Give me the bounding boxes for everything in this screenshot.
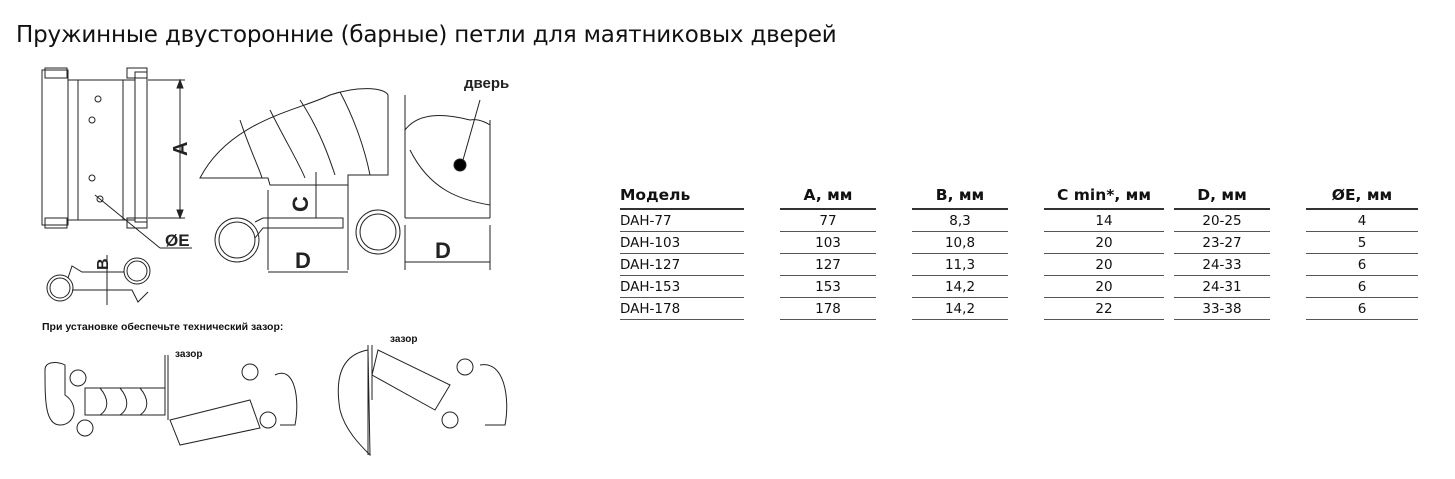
gap-note: При установке обеспечьте технический заз… <box>42 321 283 333</box>
table-cell: 127 <box>780 254 876 276</box>
column-header-a: A, мм <box>780 186 876 210</box>
table-cell: 11,3 <box>912 254 1008 276</box>
dimension-d2-label: D <box>435 238 451 263</box>
table-cell: DAH-153 <box>620 276 744 298</box>
dimension-b-label: B <box>95 258 112 270</box>
table-cell: DAH-77 <box>620 210 744 232</box>
table-cell: 103 <box>780 232 876 254</box>
page-title: Пружинные двусторонние (барные) петли дл… <box>16 22 837 48</box>
table-cell: 14 <box>1044 210 1164 232</box>
gap-diagram-left: зазор <box>44 349 298 446</box>
table-header-row: Модель A, мм B, мм C min*, мм D, мм ØE, … <box>620 186 1418 210</box>
table-cell: 20 <box>1044 254 1164 276</box>
table-row: DAH-77 77 8,3 14 20-25 4 <box>620 210 1418 232</box>
table-cell: 20 <box>1044 232 1164 254</box>
table-cell: DAH-178 <box>620 298 744 320</box>
gap-label-left: зазор <box>175 349 202 360</box>
column-header-d: D, мм <box>1174 186 1270 210</box>
table-cell: 20-25 <box>1174 210 1270 232</box>
table-cell: 6 <box>1306 276 1418 298</box>
column-header-b: B, мм <box>912 186 1008 210</box>
table-cell: 6 <box>1306 298 1418 320</box>
dimension-d-label: D <box>295 248 311 273</box>
table-cell: 153 <box>780 276 876 298</box>
table-cell: 20 <box>1044 276 1164 298</box>
table-cell: 8,3 <box>912 210 1008 232</box>
table-cell: DAH-127 <box>620 254 744 276</box>
table-cell: 4 <box>1306 210 1418 232</box>
table-cell: 24-31 <box>1174 276 1270 298</box>
dimension-a-label: A <box>170 142 192 156</box>
door-label: дверь <box>464 75 509 92</box>
table-cell: DAH-103 <box>620 232 744 254</box>
dimension-e-label: ØE <box>165 231 190 250</box>
table-cell: 178 <box>780 298 876 320</box>
gap-label-right: зазор <box>390 334 417 345</box>
table-cell: 33-38 <box>1174 298 1270 320</box>
hinge-front-view: A ØE <box>41 67 192 250</box>
table-cell: 10,8 <box>912 232 1008 254</box>
table-row: DAH-127 127 11,3 20 24-33 6 <box>620 254 1418 276</box>
table-cell: 14,2 <box>912 276 1008 298</box>
installation-diagram: дверь C D D <box>199 75 509 273</box>
table-cell: 22 <box>1044 298 1164 320</box>
table-cell: 6 <box>1306 254 1418 276</box>
table-row: DAH-178 178 14,2 22 33-38 6 <box>620 298 1418 320</box>
table-row: DAH-103 103 10,8 20 23-27 5 <box>620 232 1418 254</box>
column-header-model: Модель <box>620 186 744 210</box>
table-cell: 77 <box>780 210 876 232</box>
dimension-c-label: C <box>288 196 313 212</box>
hinge-spec-table: Модель A, мм B, мм C min*, мм D, мм ØE, … <box>620 186 1418 320</box>
table-cell: 23-27 <box>1174 232 1270 254</box>
hinge-profile-b: B <box>46 255 151 305</box>
gap-diagram-right: зазор <box>337 334 508 457</box>
table-cell: 24-33 <box>1174 254 1270 276</box>
column-header-e: ØE, мм <box>1306 186 1418 210</box>
hinge-technical-drawing: A ØE B дверь C D D При установке обеспеч… <box>41 67 509 457</box>
table-row: DAH-153 153 14,2 20 24-31 6 <box>620 276 1418 298</box>
table-cell: 14,2 <box>912 298 1008 320</box>
column-header-c: C min*, мм <box>1044 186 1164 210</box>
table-cell: 5 <box>1306 232 1418 254</box>
